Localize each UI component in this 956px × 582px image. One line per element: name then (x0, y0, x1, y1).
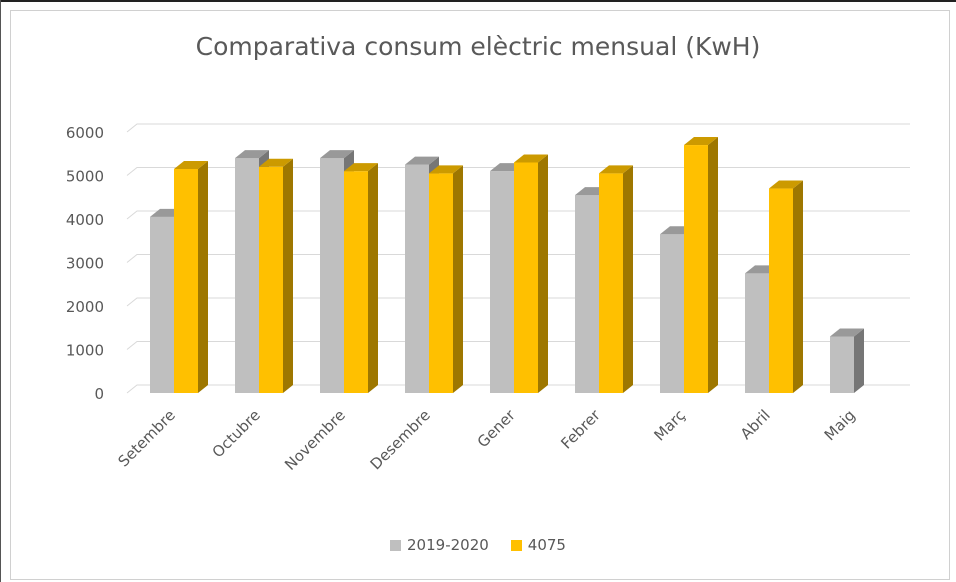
x-tick-label: Octubre (209, 406, 264, 461)
gridline (126, 297, 910, 307)
y-tick-label: 1000 (66, 342, 104, 360)
x-tick-label: Novembre (281, 406, 349, 474)
bar (405, 164, 429, 393)
gridline (126, 384, 910, 394)
gridline (126, 167, 910, 176)
bar-side (283, 158, 293, 393)
bar-side (368, 163, 378, 393)
bar-side (708, 137, 718, 393)
y-tick-label: 2000 (66, 298, 104, 316)
legend-swatch-series-2 (510, 539, 522, 551)
bar-top (599, 165, 633, 174)
y-tick-label: 5000 (66, 168, 104, 186)
legend-swatch-series-1 (390, 539, 402, 551)
gridline (126, 210, 910, 220)
bar (320, 158, 344, 393)
bar-top (344, 163, 378, 172)
bar (769, 188, 793, 393)
bar-top (769, 180, 803, 189)
bar (490, 171, 514, 393)
bar-side (854, 328, 864, 393)
bar (684, 145, 708, 393)
bar (259, 166, 283, 393)
legend-label-series-2: 4075 (527, 536, 566, 554)
bar-top (320, 150, 354, 159)
x-tick-label: Desembre (367, 406, 434, 473)
bar-side (538, 154, 548, 393)
y-tick-label: 6000 (66, 124, 104, 142)
bar-top (405, 156, 439, 165)
bar (599, 173, 623, 393)
bar-side (793, 180, 803, 393)
bar-side (453, 165, 463, 393)
y-tick-label: 0 (94, 385, 104, 403)
bar (575, 195, 599, 393)
bar-top (174, 160, 208, 169)
bar-top (830, 328, 864, 337)
y-tick-label: 4000 (66, 211, 104, 229)
legend: 2019-2020 4075 (0, 536, 956, 554)
bar (660, 234, 684, 393)
bar (830, 336, 854, 393)
gridline (126, 341, 910, 350)
top-border-line (0, 0, 956, 2)
legend-item-series-1: 2019-2020 (390, 536, 489, 554)
gridline (126, 123, 910, 133)
bar-top (684, 137, 718, 146)
bar (235, 158, 259, 393)
bar (429, 173, 453, 393)
left-border-line (0, 0, 1, 582)
legend-label-series-1: 2019-2020 (407, 536, 489, 554)
gridline (126, 254, 910, 263)
chart-title: Comparativa consum elèctric mensual (KwH… (195, 32, 761, 61)
x-tick-label: Gener (474, 406, 520, 452)
x-tick-label: Febrer (557, 406, 604, 453)
bar-side (623, 165, 633, 393)
x-tick-label: Setembre (114, 406, 178, 470)
bar-top (429, 165, 463, 174)
bar-top (514, 154, 548, 163)
bar (745, 273, 769, 393)
bar-top (259, 158, 293, 167)
x-tick-label: Abril (737, 406, 774, 443)
legend-item-series-2: 4075 (510, 536, 566, 554)
bar (344, 171, 368, 393)
x-tick-label: Març (650, 406, 688, 444)
bar-top (235, 150, 269, 159)
bar (514, 162, 538, 393)
x-tick-label: Maig (821, 406, 859, 444)
bar (174, 168, 198, 393)
bar-side (198, 160, 208, 393)
bar (150, 216, 174, 393)
y-tick-label: 3000 (66, 255, 104, 273)
